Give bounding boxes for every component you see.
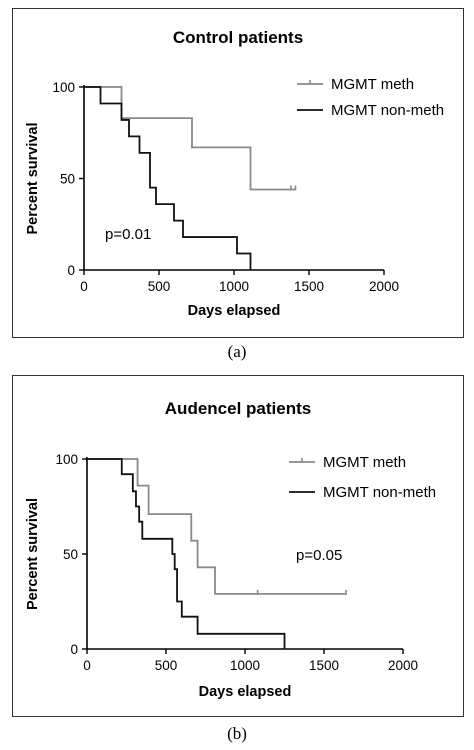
y-axis-label: Percent survival — [25, 122, 41, 234]
x-tick-label: 1500 — [294, 279, 324, 294]
chart-control-patients: Control patients 0 500 1000 1500 2000 0 50 100 Da… — [25, 28, 444, 319]
legend-label-mgmt-non-meth: MGMT non-meth — [323, 484, 436, 501]
x-tick-label: 0 — [80, 279, 88, 294]
x-axis-label: Days elapsed — [199, 684, 292, 700]
chart-title: Control patients — [173, 28, 303, 47]
y-tick-label: 50 — [63, 547, 78, 562]
p-value-annotation: p=0.05 — [296, 547, 342, 564]
x-tick-label: 2000 — [369, 279, 399, 294]
y-tick-label: 50 — [60, 172, 75, 187]
x-tick-label: 1500 — [309, 658, 339, 673]
legend-label-mgmt-meth: MGMT meth — [323, 454, 406, 471]
y-tick-label: 100 — [52, 80, 75, 95]
chart-title: Audencel patients — [165, 399, 311, 418]
chart-panel-audencel: Audencel patients 0 500 1000 1500 2000 0 50 100 D… — [12, 375, 464, 717]
series-mgmt-meth-line — [84, 86, 296, 191]
y-tick-label: 0 — [70, 642, 78, 657]
x-tick-label: 2000 — [388, 658, 418, 673]
legend-label-mgmt-non-meth: MGMT non-meth — [331, 102, 444, 119]
y-axis-label: Percent survival — [25, 498, 41, 610]
panel-label-a: (a) — [227, 342, 247, 361]
p-value-annotation: p=0.01 — [105, 226, 151, 243]
chart-audencel-patients: Audencel patients 0 500 1000 1500 2000 0 50 100 D… — [25, 399, 436, 700]
chart-panel-control: Control patients 0 500 1000 1500 2000 0 50 100 Da… — [12, 8, 464, 338]
legend-label-mgmt-meth: MGMT meth — [331, 76, 414, 93]
x-tick-label: 500 — [155, 658, 178, 673]
x-tick-label: 1000 — [230, 658, 260, 673]
y-tick-label: 100 — [55, 452, 78, 467]
series-mgmt-non-meth-line — [87, 458, 286, 649]
x-tick-label: 500 — [148, 279, 171, 294]
panel-label-b: (b) — [227, 724, 247, 743]
y-tick-label: 0 — [67, 263, 75, 278]
series-mgmt-non-meth-line — [84, 86, 252, 270]
x-tick-label: 1000 — [219, 279, 249, 294]
series-mgmt-meth-line — [87, 458, 347, 595]
x-tick-label: 0 — [83, 658, 91, 673]
x-axis-label: Days elapsed — [188, 303, 281, 319]
